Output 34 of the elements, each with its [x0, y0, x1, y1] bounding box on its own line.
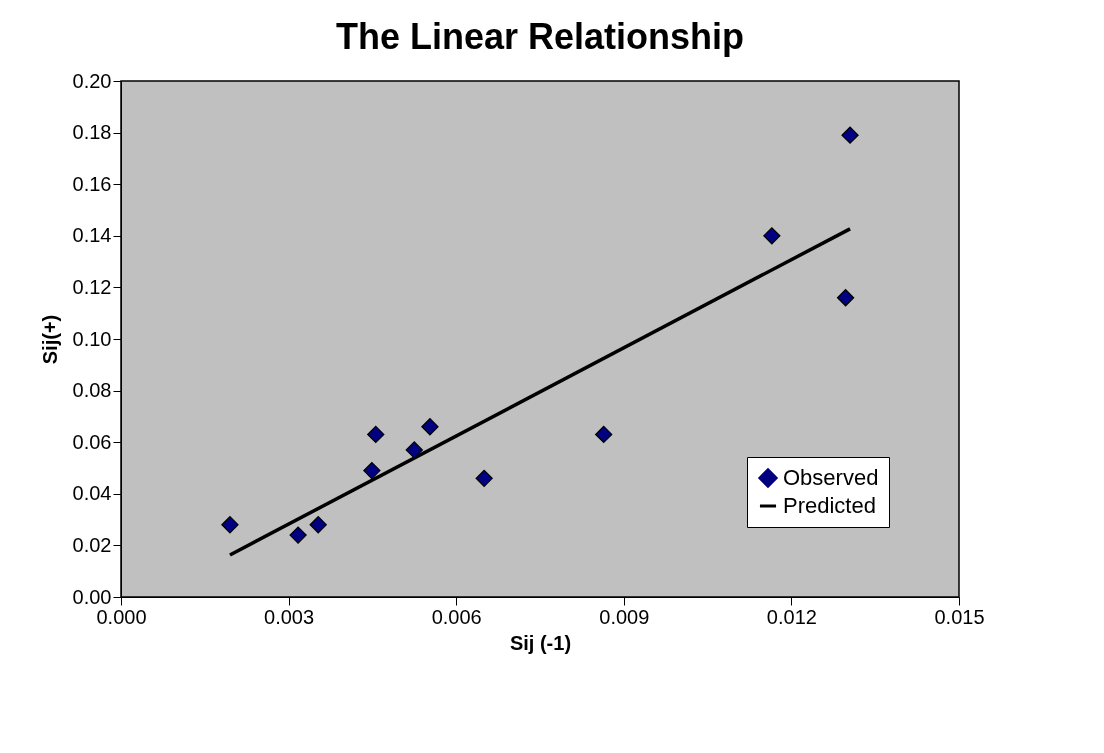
point — [475, 469, 493, 487]
x-tick-label: 0.000 — [96, 605, 147, 628]
point — [221, 516, 239, 534]
y-tick-label: 0.12 — [72, 275, 112, 298]
point — [836, 289, 855, 307]
point — [763, 227, 781, 245]
chart-title: The Linear Relationship — [335, 16, 745, 57]
x-tick-label: 0.012 — [766, 605, 817, 628]
y-tick-label: 0.04 — [72, 482, 112, 505]
y-tick-label: 0.06 — [72, 430, 112, 453]
y-tick-label: 0.02 — [72, 533, 112, 556]
x-tick-label: 0.003 — [264, 605, 315, 628]
y-tick-label: 0.18 — [72, 121, 112, 144]
x-tick-label: 0.006 — [431, 605, 482, 628]
point — [421, 418, 439, 436]
y-axis-title: Sij(+) — [38, 314, 61, 365]
x-tick-label: 0.015 — [934, 605, 985, 628]
point — [309, 516, 327, 534]
point — [595, 425, 613, 444]
point — [363, 461, 381, 480]
point — [405, 441, 423, 459]
point — [367, 425, 385, 444]
legend-label: Observed — [783, 465, 879, 490]
legend-label: Predicted — [783, 493, 876, 518]
point — [841, 126, 859, 144]
y-tick-label: 0.10 — [72, 327, 112, 350]
y-tick-label: 0.20 — [72, 69, 112, 92]
y-tick-label: 0.14 — [72, 224, 112, 247]
y-tick-label: 0.16 — [72, 172, 112, 195]
y-tick-label: 0.00 — [72, 585, 112, 608]
x-axis-title: Sij (-1) — [509, 631, 572, 654]
point — [289, 526, 307, 544]
x-tick-label: 0.009 — [599, 605, 650, 628]
y-tick-label: 0.08 — [72, 379, 112, 402]
